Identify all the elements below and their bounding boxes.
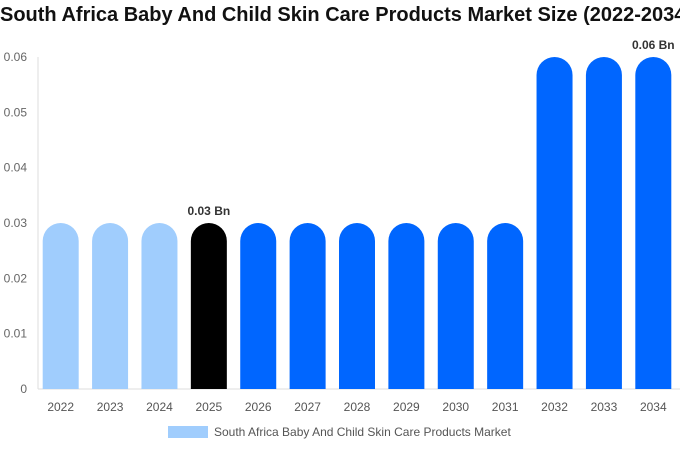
data-label: 0.03 Bn [188,204,231,218]
bar [240,223,277,389]
y-tick-label: 0 [20,382,27,396]
x-tick-label: 2022 [47,400,74,414]
bar [289,223,326,389]
x-tick-label: 2030 [442,400,469,414]
bar [92,223,129,389]
chart-title: South Africa Baby And Child Skin Care Pr… [0,4,680,26]
bar [437,223,474,389]
y-tick-label: 0.04 [4,161,28,175]
x-tick-label: 2032 [541,400,568,414]
legend-swatch [168,426,208,438]
bar [42,223,79,389]
bar [388,223,425,389]
y-tick-label: 0.01 [4,327,28,341]
bar [635,56,672,389]
x-tick-label: 2031 [492,400,519,414]
bar [487,222,524,389]
x-tick-label: 2034 [640,400,667,414]
y-tick-label: 0.03 [4,216,28,230]
data-label: 0.06 Bn [632,38,675,52]
bar [585,56,622,389]
legend-label: South Africa Baby And Child Skin Care Pr… [214,425,511,439]
x-tick-label: 2033 [591,400,618,414]
x-tick-label: 2027 [294,400,321,414]
y-tick-label: 0.06 [4,50,28,64]
bar [339,223,375,389]
x-tick-label: 2024 [146,400,173,414]
bar [536,56,573,389]
y-tick-label: 0.02 [4,271,28,285]
x-tick-label: 2025 [195,400,222,414]
x-tick-label: 2028 [344,400,371,414]
x-tick-label: 2029 [393,400,420,414]
bar [141,223,178,389]
y-tick-label: 0.05 [4,105,28,119]
x-tick-label: 2023 [97,400,124,414]
x-tick-label: 2026 [245,400,272,414]
bar [190,223,227,389]
legend[interactable]: South Africa Baby And Child Skin Care Pr… [168,425,511,439]
